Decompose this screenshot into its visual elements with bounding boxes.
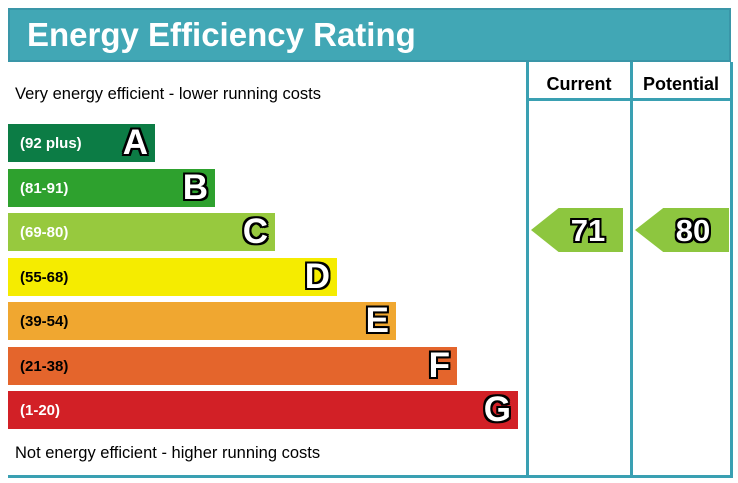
table-header-underline — [526, 98, 733, 101]
potential-column-header: Potential — [642, 73, 719, 94]
top-note: Very energy efficient - lower running co… — [15, 85, 322, 103]
band-range-label: (1-20) — [20, 401, 61, 419]
table-bottom-border — [8, 475, 733, 478]
page-title: Energy Efficiency Rating — [27, 16, 416, 53]
current-rating-arrow: 71 — [531, 208, 623, 252]
band-letter: E — [365, 300, 389, 340]
band-letter: F — [428, 345, 450, 385]
table-divider-left — [526, 62, 529, 477]
title-banner: Energy Efficiency Rating — [8, 8, 731, 62]
table-divider-middle — [630, 62, 633, 477]
potential-rating-value: 80 — [675, 212, 711, 248]
band-row-e: (39-54) E — [8, 302, 396, 340]
band-range-label: (92 plus) — [20, 134, 82, 152]
band-range-label: (69-80) — [20, 223, 69, 241]
band-letter: B — [182, 167, 208, 207]
potential-rating-arrow: 80 — [635, 208, 729, 252]
current-column-header: Current — [546, 73, 612, 94]
band-row-g: (1-20) G — [8, 391, 518, 429]
band-letter: A — [122, 122, 148, 162]
band-range-label: (21-38) — [20, 357, 69, 375]
band-range-label: (39-54) — [20, 312, 69, 330]
band-range-label: (81-91) — [20, 179, 69, 197]
band-row-f: (21-38) F — [8, 347, 457, 385]
band-row-a: (92 plus) A — [8, 124, 155, 162]
band-row-d: (55-68) D — [8, 258, 337, 296]
band-letter: G — [483, 389, 511, 429]
band-letter: D — [304, 256, 330, 296]
band-row-c: (69-80) C — [8, 213, 275, 251]
bottom-note: Not energy efficient - higher running co… — [15, 444, 321, 462]
current-rating-value: 71 — [570, 212, 606, 248]
band-range-label: (55-68) — [20, 268, 69, 286]
table-divider-right — [730, 62, 733, 477]
band-letter: C — [242, 211, 268, 251]
band-row-b: (81-91) B — [8, 169, 215, 207]
